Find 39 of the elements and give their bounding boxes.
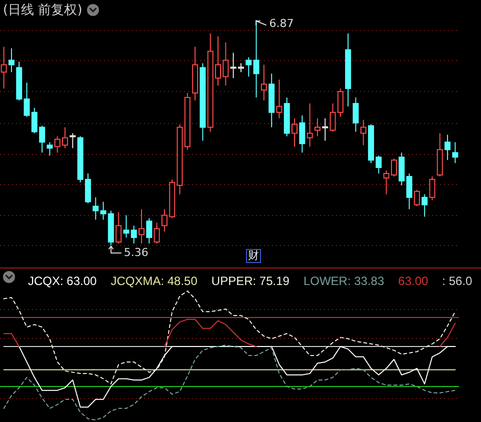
annotation: 6.87 bbox=[269, 17, 294, 30]
candlestick bbox=[452, 142, 458, 164]
text: JCQXMA: 48.50 bbox=[110, 274, 198, 288]
candlestick bbox=[123, 214, 130, 238]
candlestick bbox=[146, 218, 152, 244]
candlestick bbox=[422, 194, 428, 218]
candlestick bbox=[306, 102, 313, 148]
candlestick bbox=[352, 96, 359, 132]
chart-title: (日线 前复权) bbox=[3, 2, 82, 19]
candlestick bbox=[292, 118, 298, 148]
candlestick bbox=[92, 196, 99, 220]
text: 5.36 bbox=[124, 246, 148, 259]
candlestick bbox=[260, 64, 267, 101]
candlestick bbox=[398, 152, 405, 186]
candlestick bbox=[246, 56, 252, 78]
candlestick bbox=[253, 20, 260, 98]
candlestick bbox=[276, 79, 282, 119]
candlestick bbox=[444, 134, 451, 161]
series-label: UPPER: 75.19 bbox=[211, 274, 290, 288]
candlestick bbox=[0, 46, 7, 90]
candlestick bbox=[130, 225, 137, 244]
text: JCQX: 63.00 bbox=[28, 274, 98, 288]
candlestick bbox=[116, 212, 122, 244]
candlestick bbox=[154, 222, 160, 244]
candlestick bbox=[322, 118, 328, 142]
candlestick bbox=[414, 189, 420, 207]
candlestick bbox=[70, 132, 76, 149]
candlestick bbox=[429, 176, 436, 201]
text: 财 bbox=[246, 249, 261, 263]
candlestick bbox=[138, 208, 145, 244]
candlestick bbox=[299, 114, 306, 154]
text: LOWER: 33.83 bbox=[303, 274, 384, 288]
candlestick bbox=[8, 48, 14, 73]
text: 63.00 bbox=[398, 274, 428, 288]
candlestick bbox=[360, 119, 366, 146]
text: : 56.0 bbox=[442, 274, 473, 288]
candlestick bbox=[314, 118, 320, 137]
candlestick bbox=[46, 142, 53, 156]
candlestick bbox=[406, 172, 412, 210]
